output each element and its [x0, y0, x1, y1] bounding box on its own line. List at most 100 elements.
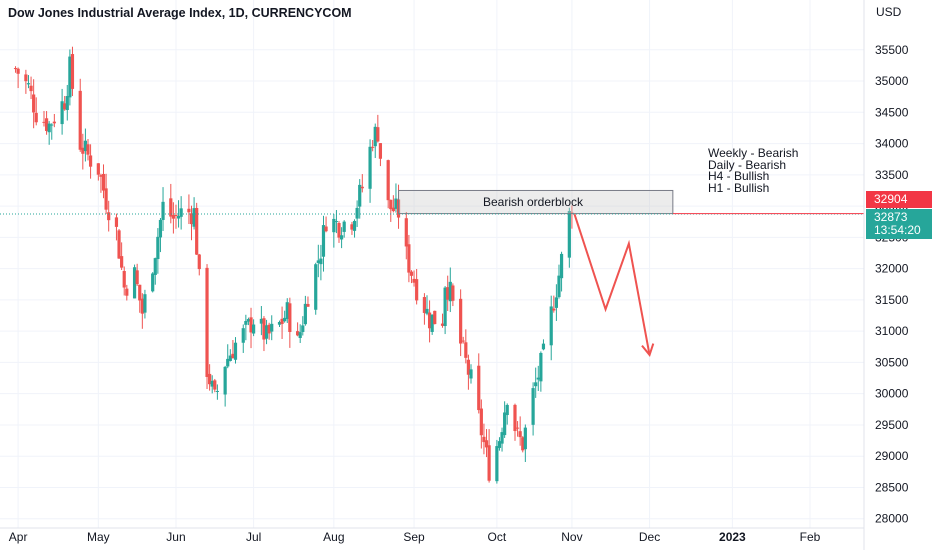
candle-down[interactable] [174, 214, 178, 216]
candle-down[interactable] [477, 365, 481, 411]
candle-down[interactable] [122, 271, 126, 288]
candle-up[interactable] [161, 201, 165, 220]
candle-down[interactable] [440, 323, 445, 326]
candle-up[interactable] [215, 390, 219, 392]
candle-down[interactable] [262, 318, 266, 340]
candle-up[interactable] [500, 432, 504, 444]
candle-down[interactable] [249, 317, 253, 333]
candle-up[interactable] [536, 377, 540, 380]
candle-down[interactable] [324, 226, 328, 232]
candle-down[interactable] [371, 146, 375, 148]
candle-down[interactable] [88, 155, 93, 167]
candle-up[interactable] [153, 258, 157, 275]
candle-down[interactable] [513, 404, 517, 432]
candle-down[interactable] [464, 342, 468, 358]
candle-down[interactable] [433, 310, 437, 325]
candle-down[interactable] [389, 199, 393, 210]
candle-down[interactable] [24, 74, 28, 82]
candle-up[interactable] [425, 308, 429, 314]
candle-up[interactable] [321, 225, 326, 257]
candle-up[interactable] [503, 412, 507, 436]
candle-up[interactable] [252, 324, 256, 334]
candle-down[interactable] [461, 340, 465, 342]
candle-up[interactable] [534, 382, 538, 387]
candle-down[interactable] [484, 440, 489, 448]
candle-up[interactable] [83, 140, 87, 152]
candle-down[interactable] [63, 103, 67, 110]
candle-up[interactable] [373, 126, 377, 147]
candle-down[interactable] [135, 270, 139, 285]
candle-down[interactable] [337, 223, 341, 238]
candle-down[interactable] [101, 173, 106, 191]
candle-down[interactable] [42, 121, 46, 123]
candle-up[interactable] [314, 264, 318, 310]
candle-down[interactable] [189, 213, 194, 225]
candle-down[interactable] [409, 271, 414, 276]
candle-down[interactable] [52, 121, 56, 124]
candle-up[interactable] [259, 318, 263, 324]
candle-up[interactable] [143, 294, 147, 313]
candle-up[interactable] [531, 388, 535, 425]
candle-down[interactable] [552, 308, 556, 311]
candle-up[interactable] [244, 320, 248, 325]
candle-up[interactable] [448, 281, 452, 302]
candle-down[interactable] [169, 198, 173, 217]
candle-up[interactable] [340, 235, 344, 240]
candle-down[interactable] [515, 427, 520, 429]
candle-up[interactable] [539, 352, 543, 382]
candle-down[interactable] [205, 267, 209, 377]
candle-up[interactable] [352, 220, 357, 231]
candle-down[interactable] [451, 285, 455, 301]
candle-down[interactable] [96, 163, 100, 175]
candle-down[interactable] [288, 303, 292, 333]
candle-up[interactable] [156, 236, 160, 260]
candle-down[interactable] [29, 85, 33, 92]
candle-up[interactable] [65, 96, 69, 111]
candle-up[interactable] [495, 446, 499, 482]
candle-up[interactable] [319, 258, 323, 265]
candle-up[interactable] [332, 218, 336, 233]
candle-down[interactable] [350, 224, 354, 230]
candle-up[interactable] [342, 221, 346, 232]
candle-down[interactable] [125, 288, 129, 296]
candle-up[interactable] [316, 260, 320, 263]
candle-down[interactable] [446, 287, 450, 300]
candle-down[interactable] [386, 160, 390, 201]
candle-up[interactable] [523, 427, 527, 450]
candle-up[interactable] [469, 369, 473, 379]
candle-up[interactable] [270, 323, 274, 332]
candle-down[interactable] [117, 230, 121, 259]
candle-down[interactable] [107, 212, 111, 221]
candle-down[interactable] [412, 278, 416, 283]
candle-down[interactable] [138, 284, 142, 301]
candle-down[interactable] [32, 94, 36, 113]
candle-down[interactable] [482, 436, 486, 443]
candle-down[interactable] [378, 143, 383, 159]
candle-up[interactable] [151, 273, 155, 292]
candle-down[interactable] [86, 144, 90, 155]
candle-down[interactable] [407, 244, 411, 273]
candle-down[interactable] [197, 254, 201, 270]
candle-up[interactable] [226, 358, 230, 367]
candle-down[interactable] [487, 445, 491, 481]
candle-up[interactable] [394, 198, 398, 209]
candle-down[interactable] [466, 359, 471, 375]
candle-up[interactable] [264, 325, 269, 339]
candle-up[interactable] [60, 101, 64, 125]
candle-up[interactable] [497, 441, 502, 448]
candle-down[interactable] [404, 218, 408, 247]
candle-up[interactable] [179, 208, 183, 217]
candle-up[interactable] [176, 216, 181, 219]
candle-up[interactable] [557, 275, 561, 298]
candle-up[interactable] [26, 83, 31, 85]
candle-up[interactable] [47, 123, 51, 133]
candle-down[interactable] [459, 298, 463, 344]
candle-up[interactable] [358, 184, 362, 207]
candle-down[interactable] [208, 373, 212, 385]
candle-down[interactable] [521, 437, 525, 451]
candle-down[interactable] [104, 188, 108, 210]
candle-down[interactable] [518, 431, 522, 438]
candle-down[interactable] [99, 175, 103, 177]
candle-down[interactable] [280, 318, 284, 324]
